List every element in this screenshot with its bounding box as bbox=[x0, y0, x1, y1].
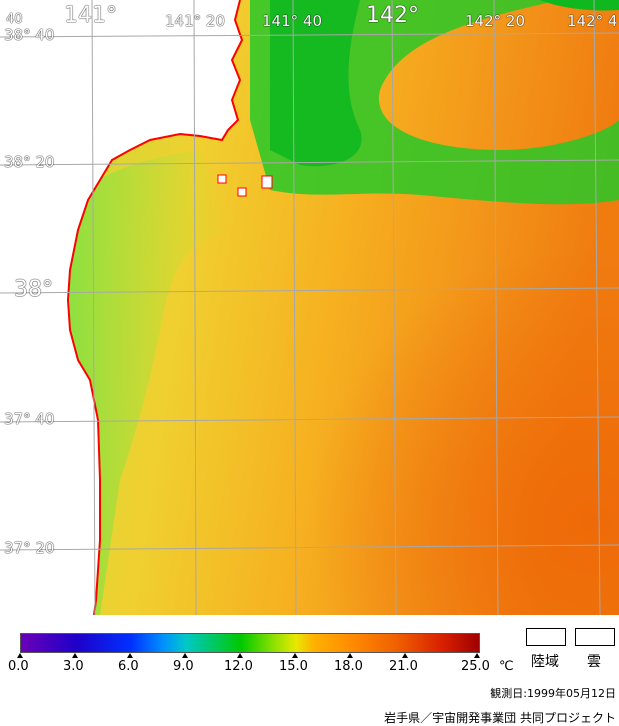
northeast-cold-patch bbox=[540, 0, 619, 11]
lat-label-37-20: 37° 20 bbox=[4, 539, 55, 557]
colorbar-tick bbox=[474, 653, 480, 658]
sst-map: 40 141° 141° 20 141° 40 142° 142° 20 142… bbox=[0, 0, 619, 615]
coastal-cool-band bbox=[70, 150, 230, 615]
colorbar-tick bbox=[127, 653, 133, 658]
colorbar-tick-label: 12.0 bbox=[224, 659, 253, 674]
temperature-colorbar bbox=[20, 633, 480, 653]
colorbar-tick bbox=[347, 653, 353, 658]
lon-label-142: 142° bbox=[366, 3, 419, 28]
land-legend-swatch bbox=[526, 628, 566, 646]
land-legend-label: 陸域 bbox=[531, 654, 559, 670]
islands-cloud-patches bbox=[217, 174, 273, 197]
colorbar-tick-label: 3.0 bbox=[63, 659, 84, 674]
lat-label-38-40: 38° 40 bbox=[4, 26, 55, 44]
corner-label: 40 bbox=[6, 12, 23, 27]
lon-label-141-20: 141° 20 bbox=[165, 12, 225, 30]
sst-map-canvas bbox=[0, 0, 619, 615]
lon-label-141: 141° bbox=[64, 3, 117, 28]
lon-label-142-20: 142° 20 bbox=[465, 12, 525, 30]
colorbar-tick bbox=[237, 653, 243, 658]
colorbar-tick-label: 0.0 bbox=[8, 659, 29, 674]
lat-label-38-20: 38° 20 bbox=[4, 153, 55, 171]
colorbar-tick-label: 18.0 bbox=[334, 659, 363, 674]
colorbar-tick bbox=[182, 653, 188, 658]
colorbar-tick bbox=[72, 653, 78, 658]
cloud-legend-label: 雲 bbox=[587, 654, 601, 670]
lon-label-142-40: 142° 4 bbox=[567, 12, 618, 30]
lon-label-141-40: 141° 40 bbox=[262, 12, 322, 30]
colorbar-tick bbox=[402, 653, 408, 658]
observation-date: 観測日:1999年05月12日 bbox=[490, 687, 616, 700]
graticule bbox=[0, 0, 619, 615]
colorbar-tick-label: 25.0 bbox=[461, 659, 490, 674]
colorbar-tick-label: 6.0 bbox=[118, 659, 139, 674]
colorbar-tick-label: 9.0 bbox=[173, 659, 194, 674]
cloud-legend-swatch bbox=[575, 628, 615, 646]
colorbar-tick bbox=[17, 653, 23, 658]
lat-label-38: 38° bbox=[14, 277, 53, 302]
land-area bbox=[0, 0, 242, 615]
colorbar-unit: ℃ bbox=[499, 659, 514, 674]
lat-label-37-40: 37° 40 bbox=[4, 410, 55, 428]
credit-line: 岩手県／宇宙開発事業団 共同プロジェクト bbox=[384, 711, 616, 725]
colorbar-tick-label: 21.0 bbox=[389, 659, 418, 674]
colorbar-tick bbox=[292, 653, 298, 658]
colorbar-tick-label: 15.0 bbox=[279, 659, 308, 674]
coastline bbox=[66, 0, 244, 615]
